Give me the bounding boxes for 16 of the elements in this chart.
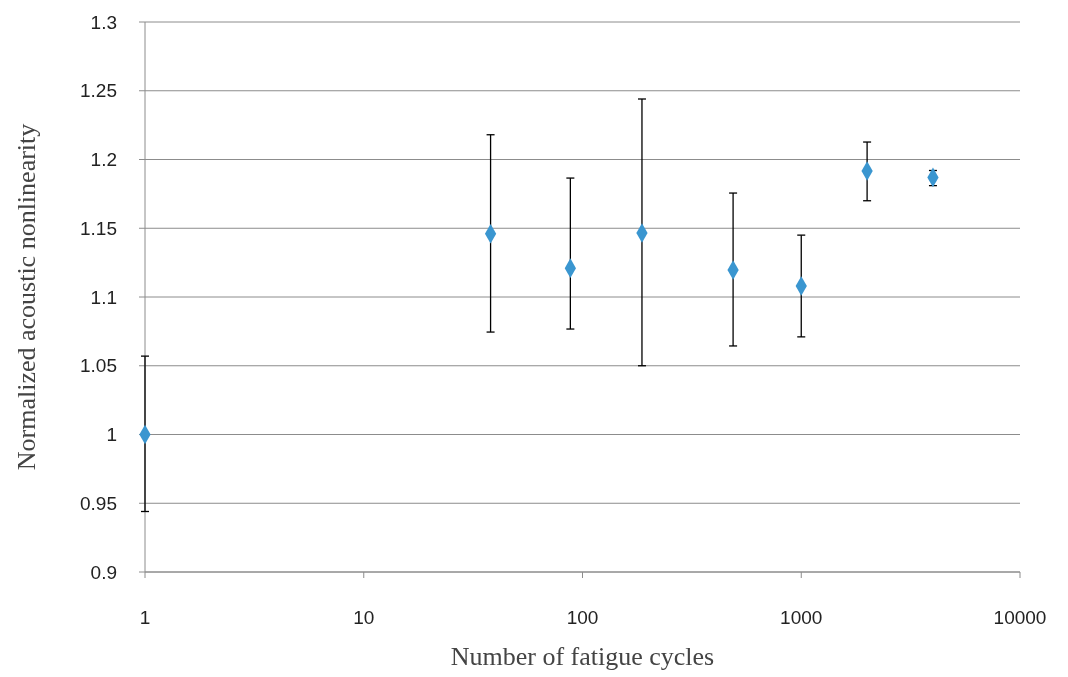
y-axis-title: Normalized acoustic nonlinearity (12, 123, 41, 471)
y-tick-label: 0.9 (90, 561, 117, 583)
y-tick-label: 1.15 (80, 217, 117, 239)
x-tick-label: 100 (566, 607, 599, 628)
y-tick-label: 1.05 (80, 355, 117, 377)
x-axis-title: Number of fatigue cycles (450, 642, 715, 671)
x-tick-label: 10000 (993, 607, 1047, 628)
y-tick-label: 1.2 (90, 149, 117, 171)
y-tick-label: 1.3 (90, 11, 117, 33)
y-tick-label: 1 (106, 424, 117, 446)
x-tick-label: 1000 (780, 607, 823, 628)
x-tick-label: 1 (139, 607, 151, 628)
y-tick-label: 1.1 (90, 286, 117, 308)
x-tick-label: 10 (353, 607, 375, 628)
y-tick-label: 0.95 (80, 492, 117, 514)
y-tick-label: 1.25 (80, 80, 117, 102)
